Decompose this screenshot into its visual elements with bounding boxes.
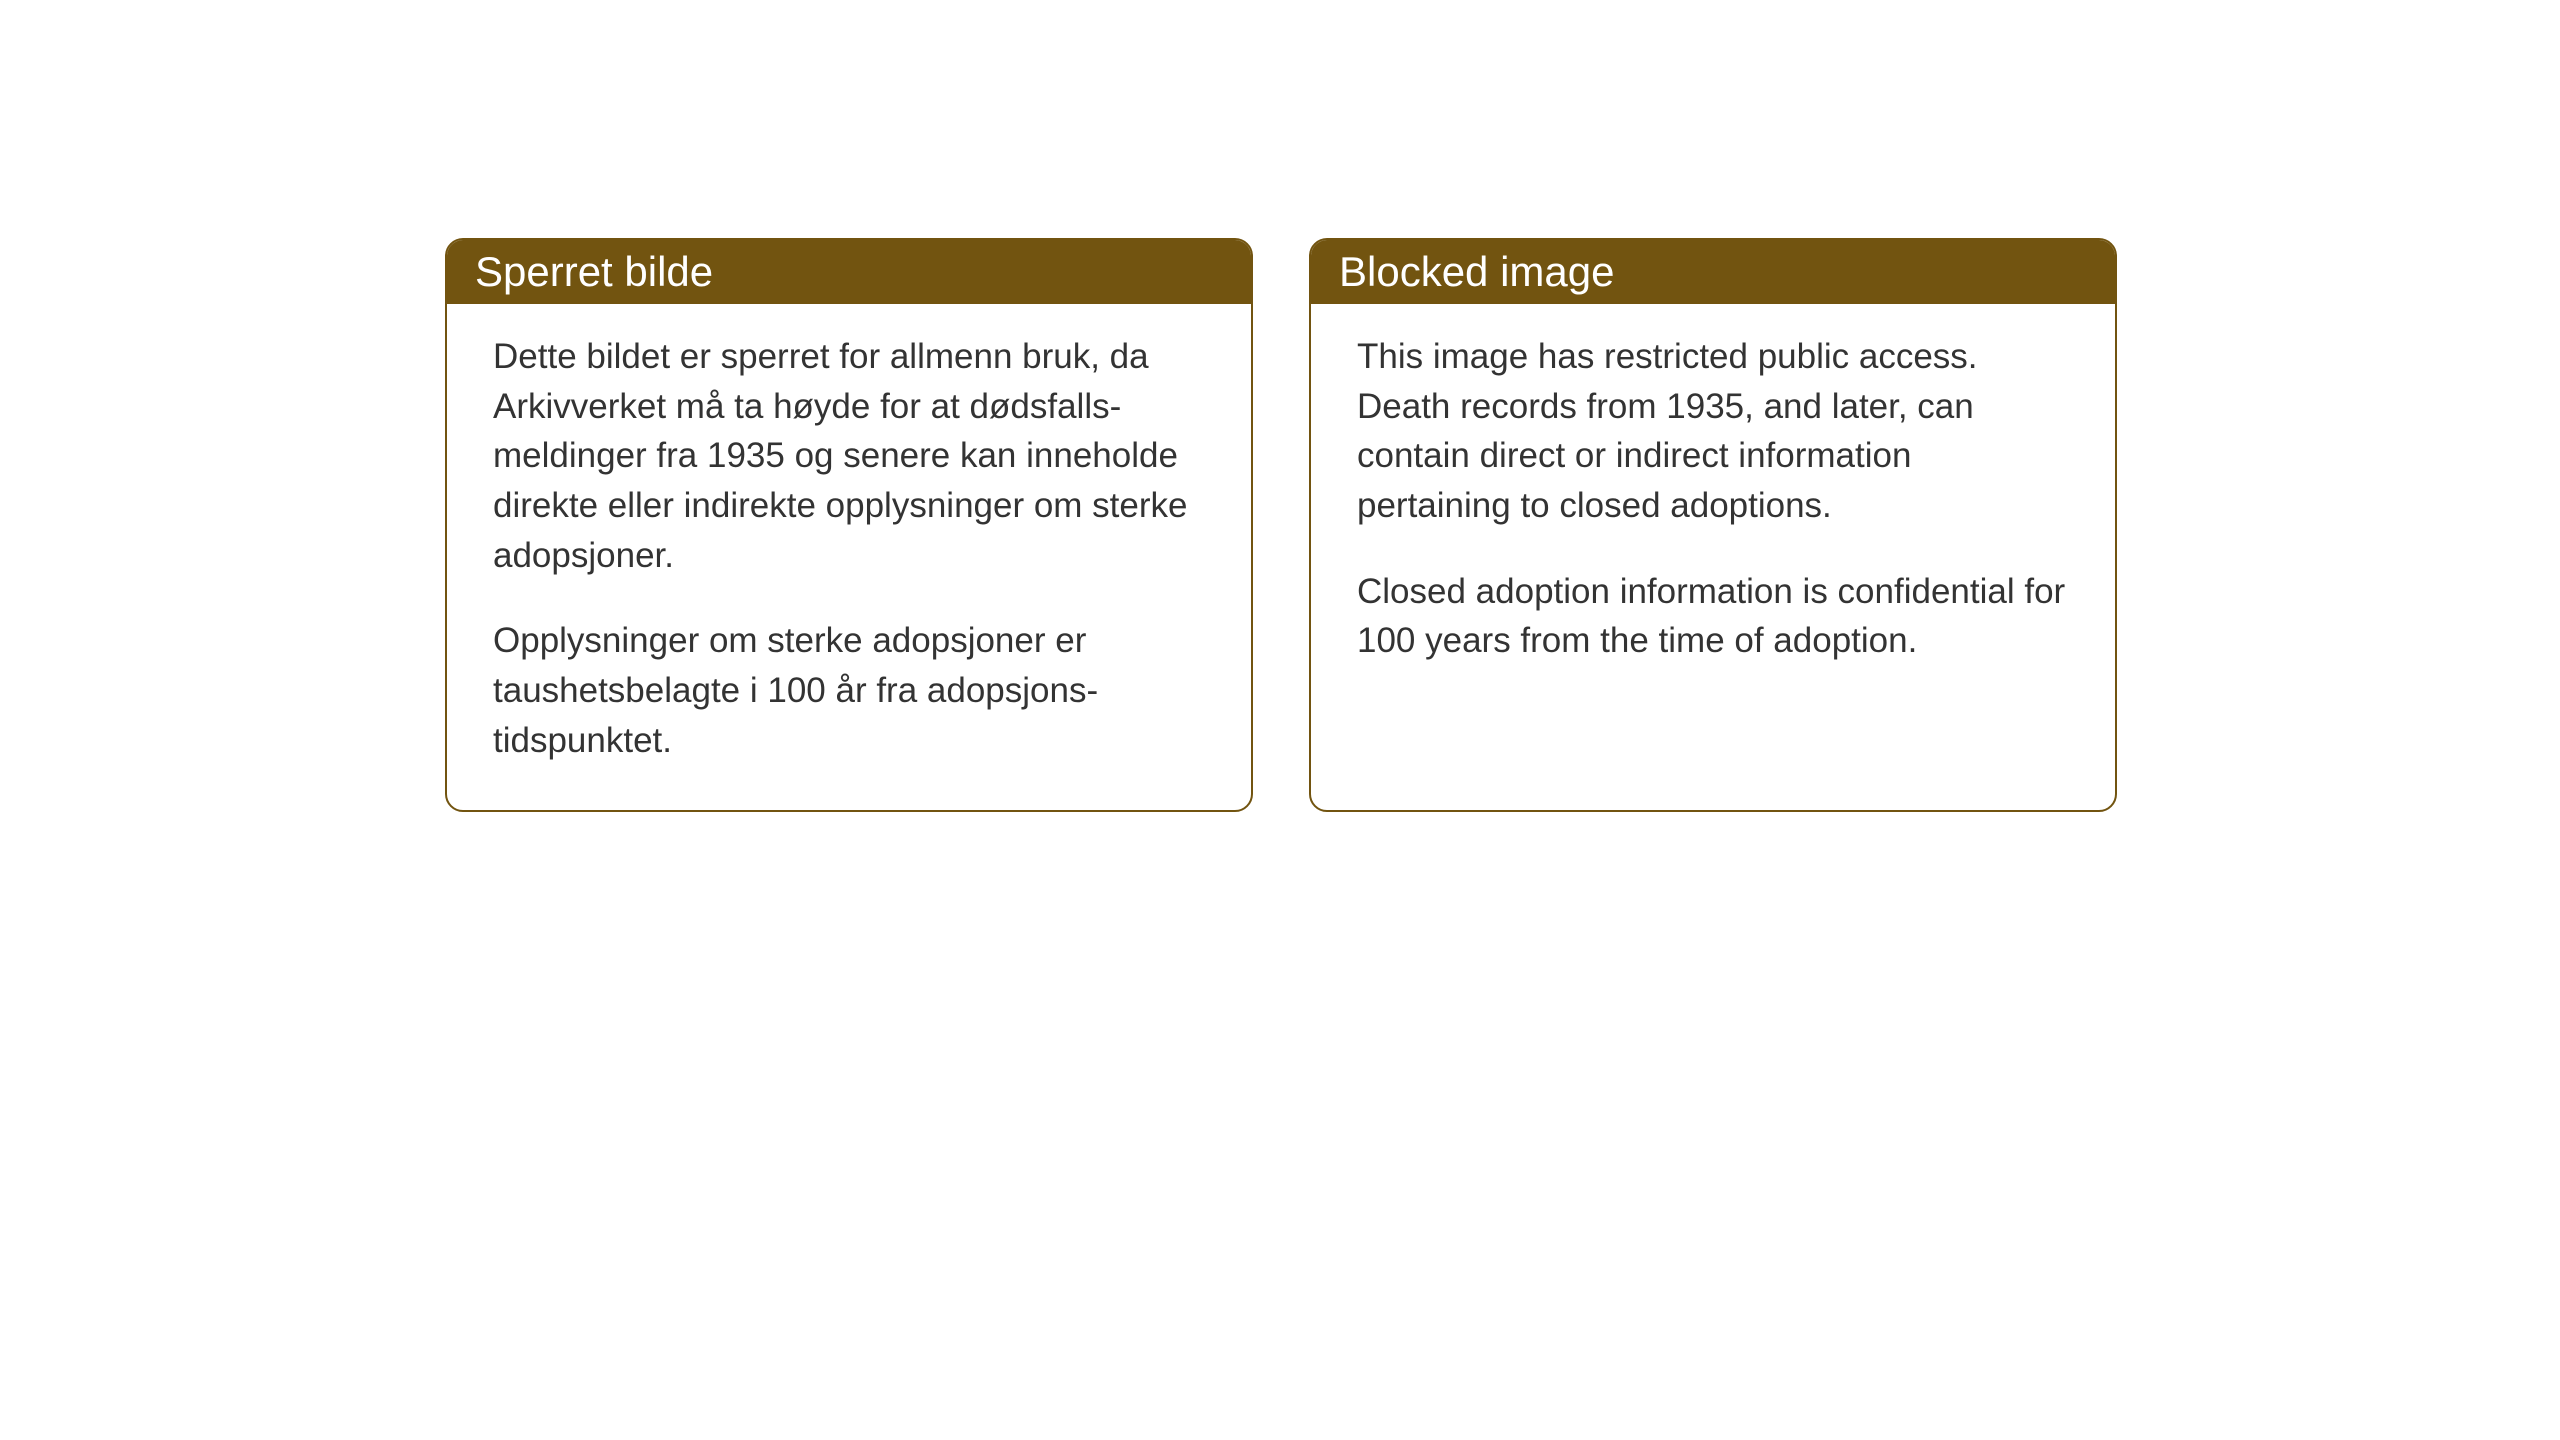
norwegian-card-header: Sperret bilde bbox=[447, 240, 1251, 304]
cards-container: Sperret bilde Dette bildet er sperret fo… bbox=[445, 238, 2117, 812]
english-card-title: Blocked image bbox=[1339, 248, 1614, 295]
english-card-header: Blocked image bbox=[1311, 240, 2115, 304]
norwegian-paragraph-2: Opplysninger om sterke adopsjoner er tau… bbox=[493, 616, 1205, 765]
norwegian-card-title: Sperret bilde bbox=[475, 248, 713, 295]
norwegian-paragraph-1: Dette bildet er sperret for allmenn bruk… bbox=[493, 332, 1205, 580]
english-paragraph-2: Closed adoption information is confident… bbox=[1357, 567, 2069, 666]
english-card: Blocked image This image has restricted … bbox=[1309, 238, 2117, 812]
norwegian-card: Sperret bilde Dette bildet er sperret fo… bbox=[445, 238, 1253, 812]
norwegian-card-body: Dette bildet er sperret for allmenn bruk… bbox=[447, 304, 1251, 810]
english-card-body: This image has restricted public access.… bbox=[1311, 304, 2115, 710]
english-paragraph-1: This image has restricted public access.… bbox=[1357, 332, 2069, 531]
